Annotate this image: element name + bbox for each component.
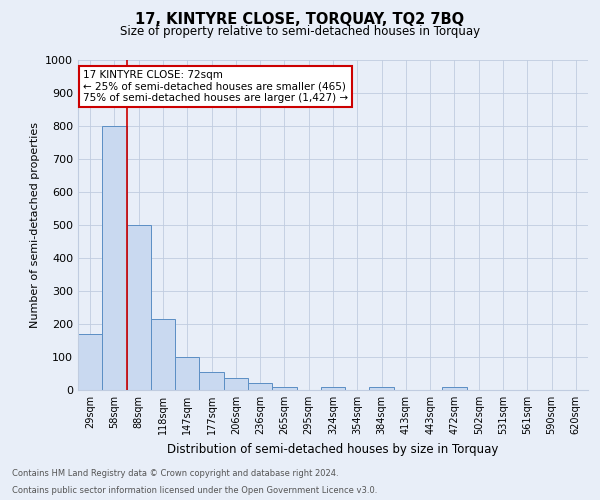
Bar [370, 388, 394, 390]
Bar [199, 372, 224, 390]
Bar [102, 126, 127, 390]
Bar [442, 388, 467, 390]
Bar [127, 225, 151, 390]
Bar [321, 388, 345, 390]
Y-axis label: Number of semi-detached properties: Number of semi-detached properties [29, 122, 40, 328]
Bar [272, 386, 296, 390]
Bar [175, 357, 199, 390]
Bar [224, 378, 248, 390]
Text: 17, KINTYRE CLOSE, TORQUAY, TQ2 7BQ: 17, KINTYRE CLOSE, TORQUAY, TQ2 7BQ [136, 12, 464, 28]
Bar [78, 334, 102, 390]
Text: Size of property relative to semi-detached houses in Torquay: Size of property relative to semi-detach… [120, 25, 480, 38]
Bar [248, 384, 272, 390]
Text: Contains public sector information licensed under the Open Government Licence v3: Contains public sector information licen… [12, 486, 377, 495]
Text: 17 KINTYRE CLOSE: 72sqm
← 25% of semi-detached houses are smaller (465)
75% of s: 17 KINTYRE CLOSE: 72sqm ← 25% of semi-de… [83, 70, 348, 103]
Bar [151, 319, 175, 390]
X-axis label: Distribution of semi-detached houses by size in Torquay: Distribution of semi-detached houses by … [167, 442, 499, 456]
Text: Contains HM Land Registry data © Crown copyright and database right 2024.: Contains HM Land Registry data © Crown c… [12, 468, 338, 477]
